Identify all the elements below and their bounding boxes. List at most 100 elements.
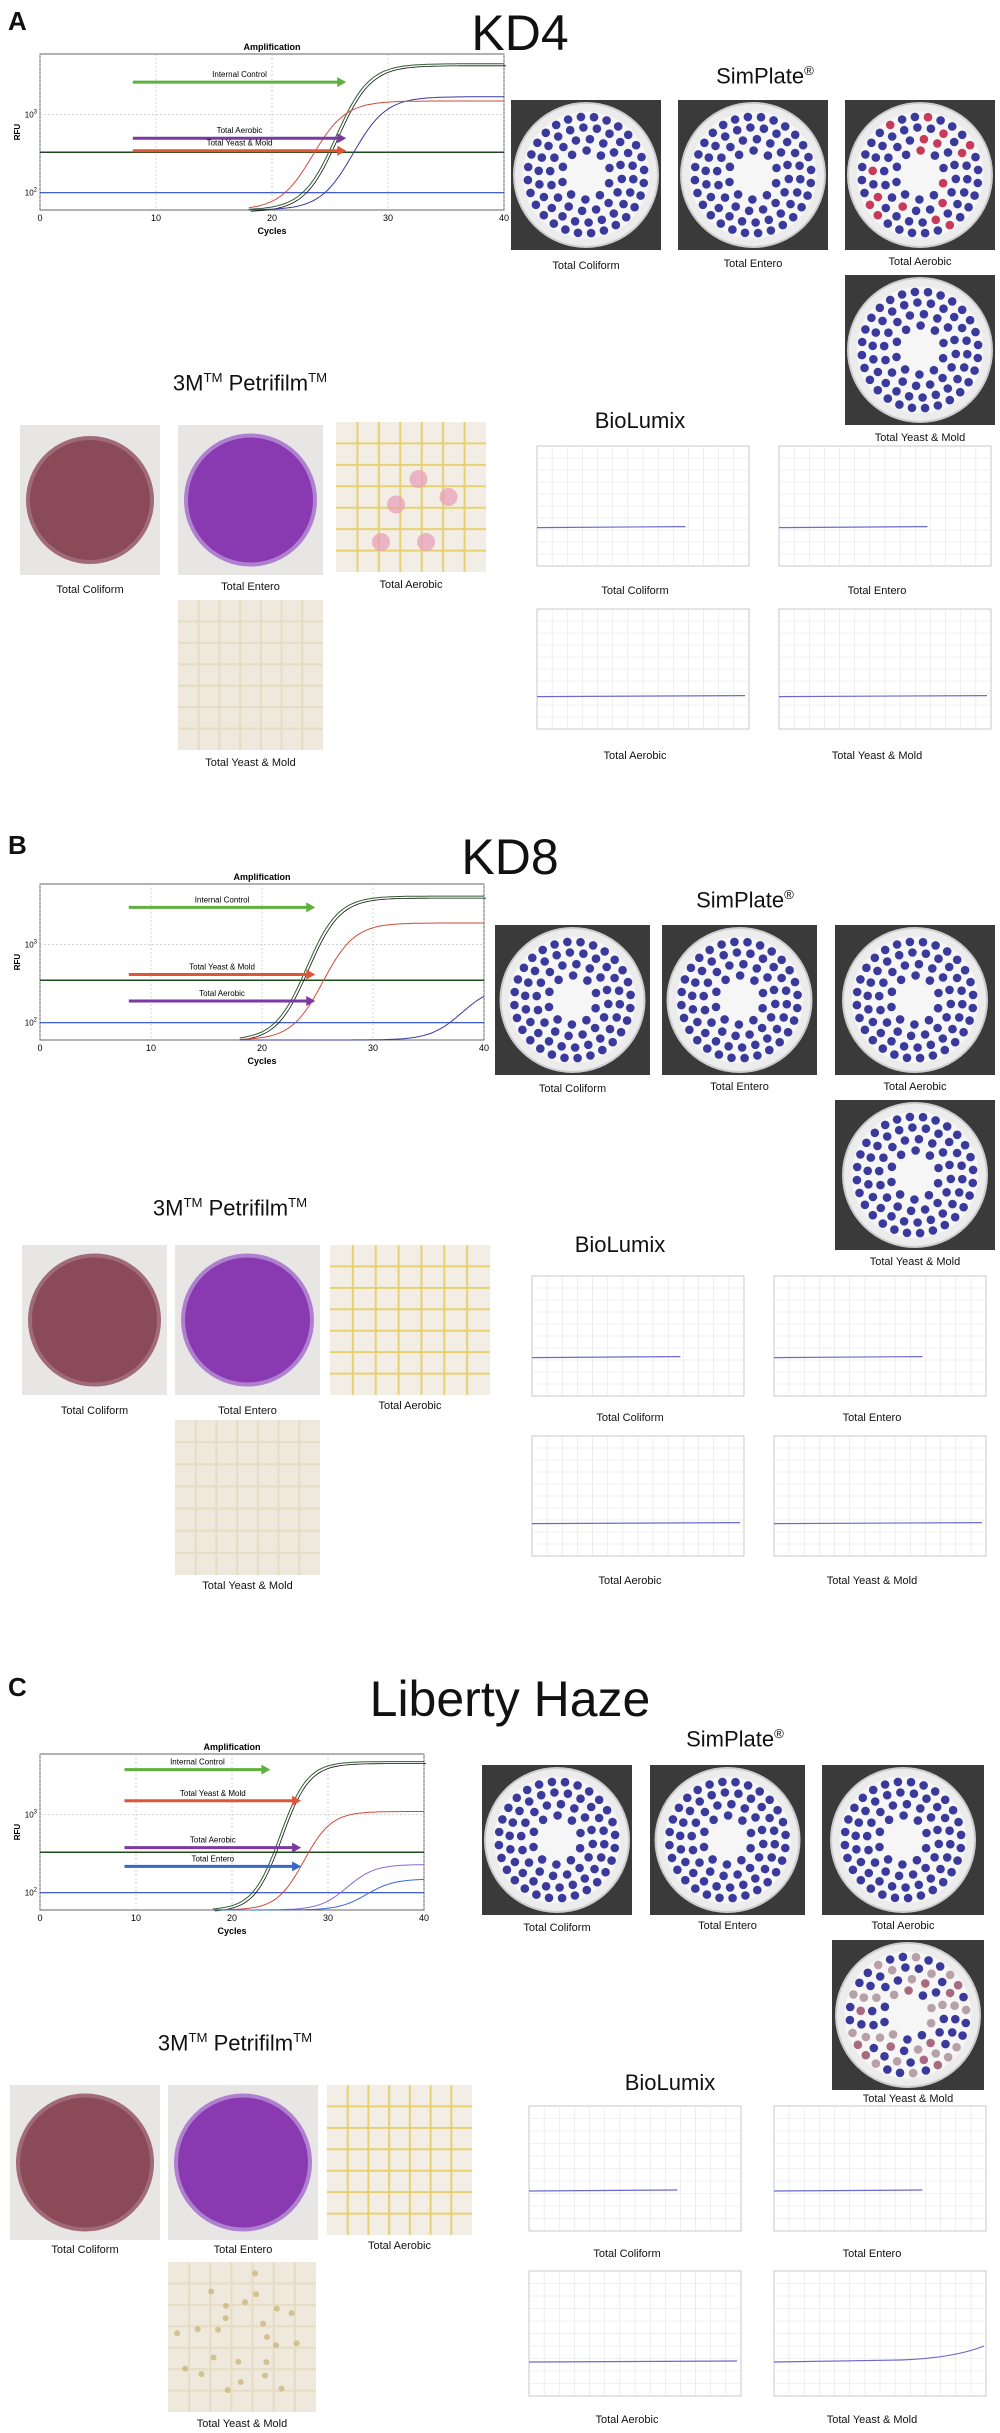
well bbox=[667, 1853, 677, 1863]
well bbox=[751, 1813, 760, 1822]
well bbox=[887, 368, 897, 377]
well bbox=[700, 1005, 710, 1015]
biolumix-svg bbox=[778, 608, 992, 730]
well bbox=[614, 986, 624, 995]
well bbox=[778, 220, 788, 230]
biolumix-svg bbox=[531, 1435, 745, 1557]
well bbox=[745, 1030, 754, 1039]
colony bbox=[252, 2270, 259, 2277]
well bbox=[948, 1199, 957, 1209]
well bbox=[599, 226, 609, 235]
amplification-chart-b: Amplification 0 10 20 30 40 102 103 Cycles RFU Int… bbox=[10, 870, 490, 1070]
well bbox=[781, 986, 791, 995]
well bbox=[563, 115, 573, 124]
well bbox=[753, 1885, 762, 1895]
well bbox=[568, 971, 578, 980]
well bbox=[759, 124, 769, 133]
petrifilm-image bbox=[327, 2085, 472, 2235]
colony bbox=[224, 2387, 231, 2394]
well bbox=[785, 965, 794, 975]
x-tick-label: 20 bbox=[267, 213, 277, 223]
well bbox=[694, 150, 703, 159]
x-tick-label: 30 bbox=[323, 1913, 333, 1923]
simplate-image bbox=[822, 1765, 984, 1915]
well bbox=[895, 225, 904, 234]
well bbox=[971, 327, 980, 337]
well bbox=[720, 1015, 729, 1024]
well bbox=[755, 1787, 764, 1796]
film-circle bbox=[26, 436, 154, 564]
well bbox=[883, 1855, 893, 1864]
series-line bbox=[214, 1763, 426, 1912]
well bbox=[861, 325, 870, 334]
well bbox=[924, 1956, 933, 1965]
well bbox=[867, 2006, 877, 2016]
simplate-title: SimPlate® bbox=[690, 63, 840, 89]
well bbox=[945, 395, 955, 405]
well bbox=[873, 367, 883, 377]
well bbox=[915, 1053, 925, 1063]
well bbox=[765, 1795, 774, 1805]
well bbox=[952, 1130, 962, 1140]
y-tick-label: 103 bbox=[25, 110, 38, 120]
well bbox=[926, 1215, 936, 1225]
well bbox=[702, 180, 711, 189]
well bbox=[947, 188, 956, 197]
well bbox=[771, 1867, 781, 1877]
well bbox=[916, 321, 925, 330]
well bbox=[521, 1005, 531, 1014]
well bbox=[898, 1860, 907, 1869]
well bbox=[953, 199, 962, 209]
well bbox=[556, 1799, 566, 1809]
well bbox=[951, 174, 961, 184]
well bbox=[844, 1815, 853, 1824]
y-tick-label: 102 bbox=[25, 188, 38, 198]
well bbox=[591, 205, 601, 214]
well bbox=[953, 1856, 962, 1865]
well bbox=[968, 1003, 978, 1013]
well bbox=[908, 1123, 917, 1132]
well bbox=[892, 212, 901, 221]
series-line bbox=[250, 65, 506, 212]
petrifilm-image bbox=[178, 425, 323, 575]
well bbox=[689, 1868, 698, 1878]
series-line bbox=[212, 1878, 425, 1911]
well bbox=[907, 403, 917, 413]
well bbox=[563, 1789, 573, 1798]
simplate-image bbox=[511, 100, 661, 250]
well bbox=[510, 987, 519, 997]
simplate-svg bbox=[650, 1765, 805, 1915]
well bbox=[515, 1806, 524, 1816]
well bbox=[963, 349, 972, 359]
petrifilm-tm: TM bbox=[288, 1195, 308, 1210]
well bbox=[904, 392, 914, 401]
well bbox=[596, 151, 606, 160]
well bbox=[887, 1177, 896, 1187]
well bbox=[908, 2068, 918, 2078]
well bbox=[928, 1139, 937, 1148]
simplate-label: Total Coliform bbox=[538, 1083, 607, 1095]
well bbox=[732, 125, 742, 135]
well bbox=[870, 1858, 880, 1867]
well bbox=[705, 945, 714, 955]
series-line bbox=[248, 96, 504, 211]
well bbox=[958, 999, 967, 1009]
well bbox=[952, 1148, 962, 1158]
well bbox=[763, 1034, 772, 1043]
well bbox=[691, 1818, 701, 1827]
well bbox=[879, 341, 889, 351]
well bbox=[883, 2065, 892, 2074]
well bbox=[863, 1968, 873, 1978]
well bbox=[954, 1188, 964, 1197]
well bbox=[853, 2040, 863, 2050]
well bbox=[562, 1870, 572, 1879]
well bbox=[933, 1003, 943, 1013]
well bbox=[855, 1013, 864, 1023]
y-tick-label: 102 bbox=[25, 1018, 38, 1028]
well bbox=[856, 975, 865, 984]
well bbox=[792, 188, 802, 197]
well bbox=[926, 1040, 936, 1050]
well bbox=[892, 387, 901, 396]
series-line bbox=[778, 695, 988, 698]
well bbox=[702, 1890, 712, 1899]
